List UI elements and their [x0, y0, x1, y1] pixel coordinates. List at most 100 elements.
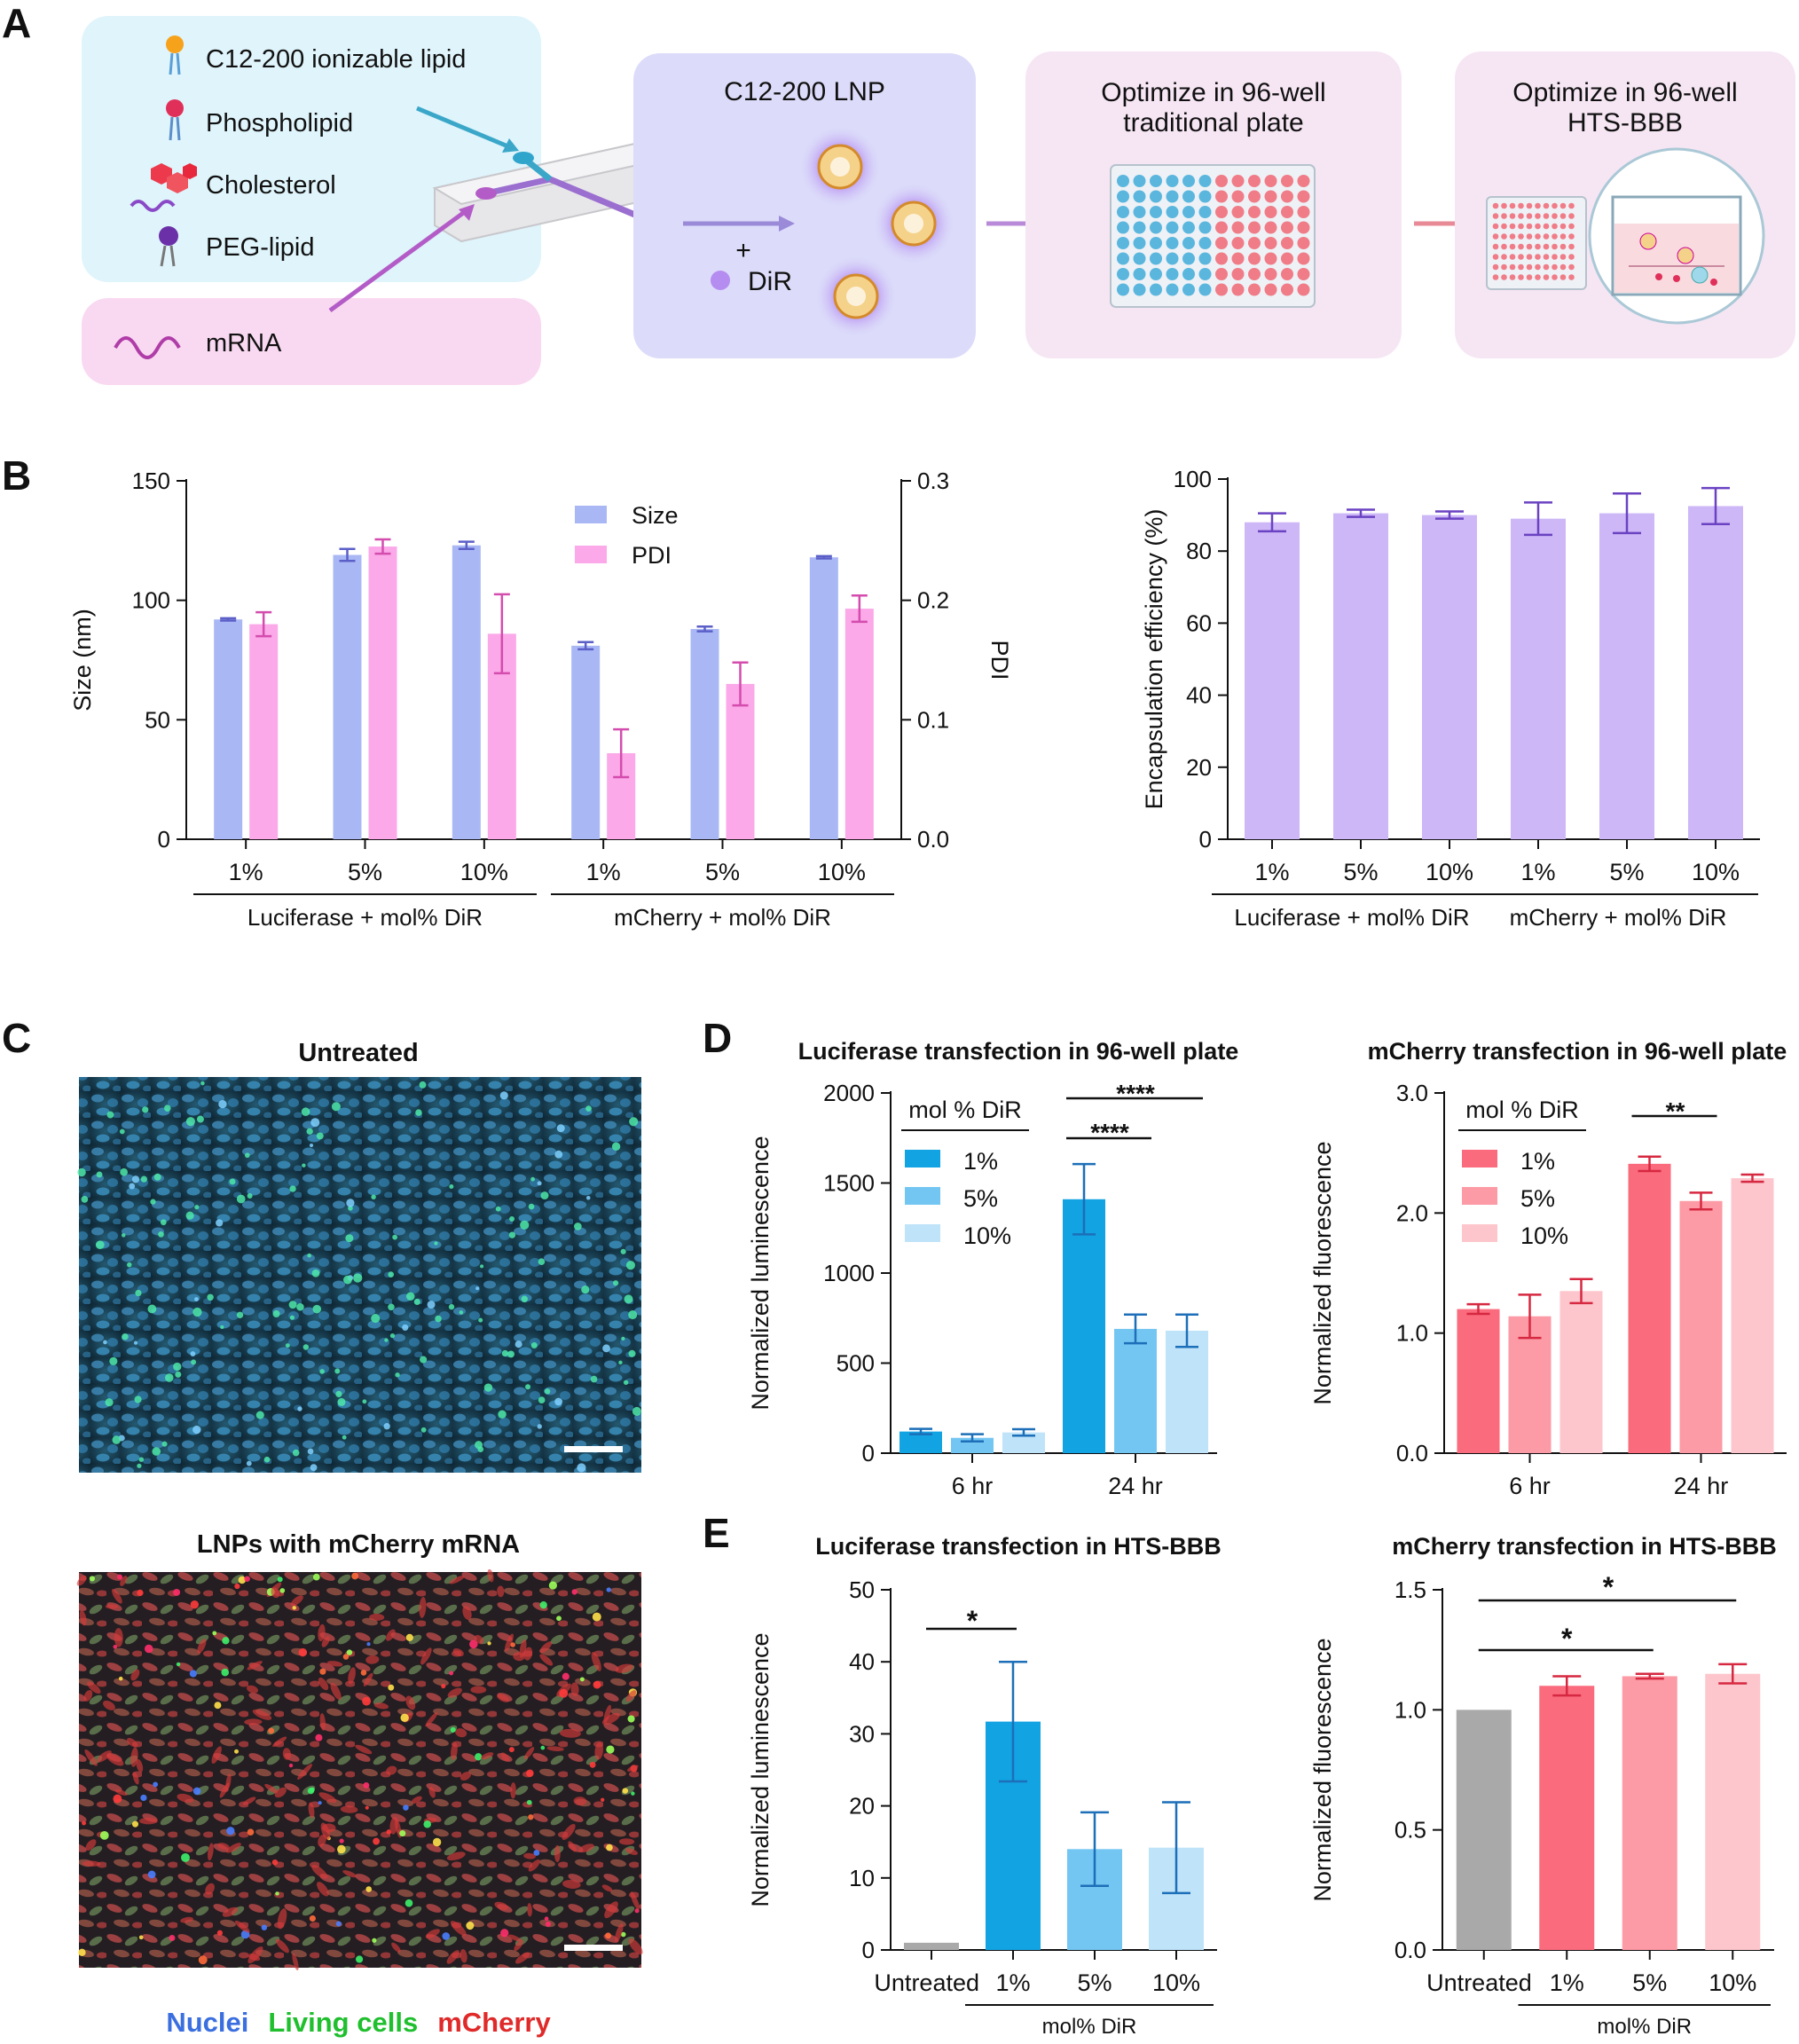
y-tick-label: 40 — [849, 1648, 875, 1675]
y-tick-label: 1.0 — [1394, 1696, 1426, 1723]
y-axis-label: Normalized luminescence — [747, 1136, 774, 1410]
x-tick-label: 1% — [1520, 859, 1555, 885]
bar — [1333, 513, 1388, 839]
component-label: Phospholipid — [206, 109, 353, 138]
lnp-image-title: LNPs with mCherry mRNA — [197, 1530, 520, 1559]
bar-pdi — [249, 624, 279, 839]
significance-label: **** — [1090, 1119, 1129, 1146]
y-tick-label: 2000 — [823, 1080, 875, 1106]
lipid-components-box — [82, 16, 541, 282]
group-label: mol% DiR — [1597, 2015, 1692, 2039]
chart-title: Luciferase transfection in 96-well plate — [798, 1038, 1239, 1065]
bar — [904, 1942, 959, 1950]
y-tick-label: 3.0 — [1396, 1080, 1428, 1106]
group-label: mCherry + mol% DiR — [614, 904, 831, 931]
y-tick-label: 50 — [145, 706, 170, 733]
mrna-icon — [114, 336, 181, 359]
bar-size — [452, 545, 481, 839]
bar-pdi — [368, 546, 397, 839]
x-tick-label: 10% — [1426, 859, 1473, 885]
x-tick-label: 1% — [995, 1969, 1030, 1996]
scale-bar — [564, 1446, 623, 1452]
lnp-micrograph — [76, 1568, 643, 1970]
panel-label-c: C — [2, 1015, 31, 1061]
group-label: mCherry + mol% DiR — [1510, 904, 1727, 931]
y-tick-label: 80 — [1186, 538, 1212, 564]
bar — [1456, 1710, 1512, 1950]
x-tick-label: 1% — [586, 859, 621, 885]
component-label: C12-200 ionizable lipid — [206, 45, 466, 74]
bar — [1114, 1328, 1157, 1453]
bar — [1002, 1432, 1045, 1453]
arrow — [416, 106, 511, 150]
x-tick-label: 5% — [348, 859, 382, 885]
encapsulation-chart: 0 20 40 60 80 100 Encapsulation efficiency (%)… — [1141, 466, 1760, 931]
y-tick-label: 30 — [849, 1720, 875, 1747]
legend-label: PDI — [632, 542, 672, 569]
bar — [1063, 1199, 1105, 1453]
untreated-image-title: Untreated — [298, 1039, 418, 1067]
y-tick-label: 1500 — [823, 1170, 875, 1197]
y-tick-label: 0 — [862, 1937, 875, 1963]
component-label: Cholesterol — [206, 171, 336, 200]
legend-label: 1% — [1520, 1148, 1555, 1175]
mcherry-96well-chart: mCherry transfection in 96-well plate 0.0… — [1309, 1038, 1787, 1499]
dir-dot-icon — [711, 271, 730, 290]
bar-size — [571, 645, 601, 839]
chart-title: mCherry transfection in 96-well plate — [1368, 1038, 1787, 1065]
size-pdi-chart: 0 50 100 150 Size (nm) 0.0 0.1 0.2 0.3 PDI 1% 5% 10%… — [69, 468, 1013, 931]
significance-label: **** — [1116, 1080, 1155, 1107]
component-label: PEG-lipid — [206, 233, 315, 262]
luciferase-96well-chart: Luciferase transfection in 96-well plate… — [747, 1038, 1238, 1499]
x-tick-label: 5% — [1077, 1969, 1112, 1996]
legend-living-cells: Living cells — [268, 2007, 418, 2038]
y-tick-label: 0.0 — [917, 826, 949, 853]
mrna-box — [82, 298, 541, 385]
hts-bbb-plate-icon — [1486, 147, 1765, 325]
panel-label-a: A — [2, 0, 31, 46]
x-tick-label: 6 hr — [1509, 1473, 1551, 1499]
legend-swatch — [1462, 1150, 1497, 1167]
chart-title: mCherry transfection in HTS-BBB — [1392, 1533, 1777, 1560]
y-tick-label: 20 — [1186, 754, 1212, 781]
legend-label: Size — [632, 502, 679, 529]
bar — [1511, 518, 1566, 839]
bar — [1245, 522, 1300, 839]
arrow — [328, 208, 467, 313]
group-label: mol% DiR — [1042, 2015, 1137, 2039]
y-tick-label: 0 — [1199, 826, 1212, 853]
lnp-particle-icon — [813, 254, 899, 339]
scale-bar — [564, 1945, 623, 1951]
y-tick-label: 40 — [1186, 682, 1212, 709]
legend-mcherry: mCherry — [437, 2007, 551, 2038]
panel-label-b: B — [2, 452, 31, 499]
panel-a: A C12-200 ionizable lipid Phospholipid C… — [2, 0, 1795, 385]
arrow-head — [779, 216, 795, 232]
y-tick-label: 0.0 — [1396, 1440, 1428, 1466]
bar — [1508, 1316, 1552, 1453]
bar — [1457, 1309, 1500, 1453]
bar — [1731, 1178, 1774, 1453]
bar-size — [333, 554, 362, 839]
group-label: Luciferase + mol% DiR — [1234, 904, 1469, 931]
significance-label: * — [967, 1605, 978, 1637]
bar-size — [214, 619, 243, 839]
luciferase-htsbbb-chart: Luciferase transfection in HTS-BBB 0 10 20 3… — [747, 1533, 1222, 2039]
y-tick-label: 0.5 — [1394, 1817, 1426, 1844]
bar-pdi — [726, 683, 755, 839]
y-tick-label: 0.2 — [917, 587, 949, 614]
y-tick-label: 100 — [132, 587, 170, 614]
legend-title: mol % DiR — [1465, 1097, 1579, 1123]
untreated-micrograph — [77, 1077, 641, 1473]
y-axis-label: Normalized luminescence — [747, 1632, 774, 1906]
plate-96-icon — [1110, 164, 1316, 308]
bar — [1688, 506, 1743, 839]
legend-swatch — [1462, 1224, 1497, 1242]
arrow-head — [502, 138, 519, 153]
panel-label-e: E — [703, 1510, 730, 1556]
y-axis-label: Normalized fluorescence — [1309, 1141, 1336, 1404]
legend-label: 5% — [1520, 1185, 1555, 1212]
bar — [1628, 1163, 1671, 1453]
x-tick-label: 5% — [1609, 859, 1644, 885]
